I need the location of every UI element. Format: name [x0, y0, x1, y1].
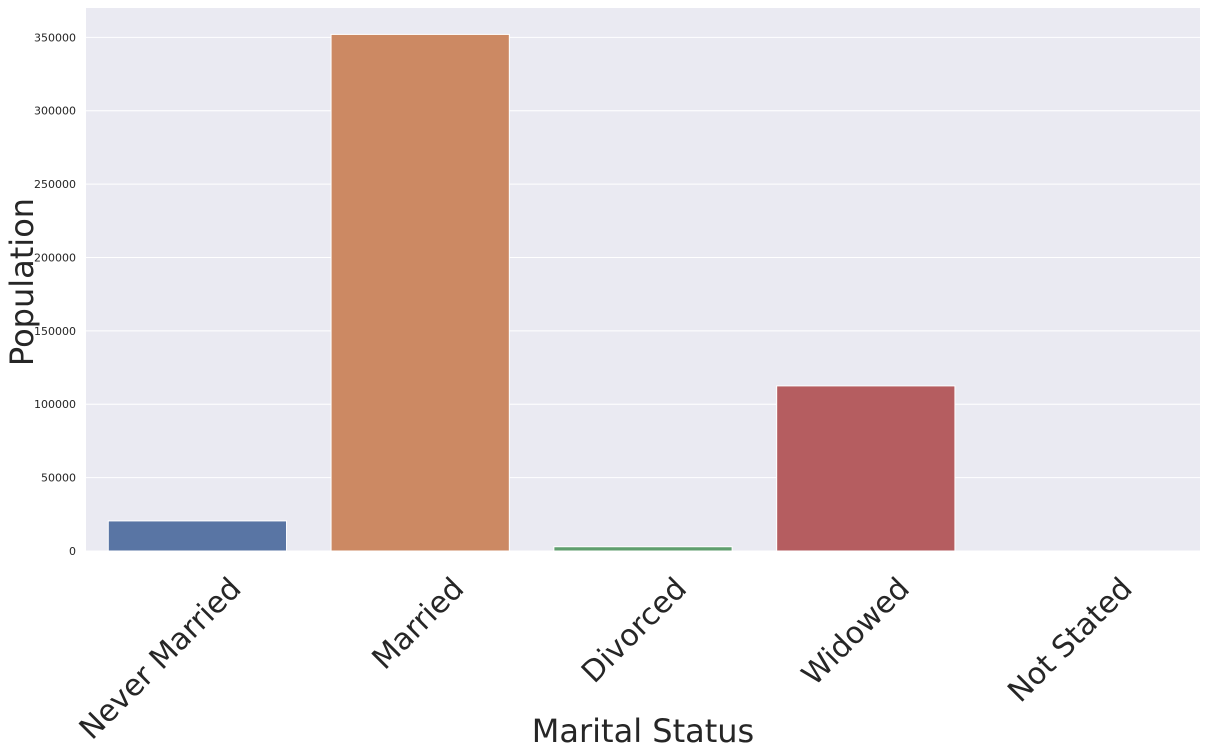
- y-tick-label: 300000: [34, 105, 76, 118]
- bar-divorced: [553, 546, 733, 552]
- plot-area: [86, 8, 1200, 551]
- bar-never-married: [107, 520, 288, 552]
- x-axis-title: Marital Status: [532, 712, 754, 750]
- gridlines: [86, 36, 1200, 552]
- bar-married: [330, 33, 510, 552]
- y-axis-title: Population: [3, 198, 41, 366]
- bars: [107, 33, 956, 552]
- y-tick-label: 100000: [34, 398, 76, 411]
- x-tick-label: Never Married: [73, 571, 249, 747]
- y-tick-label: 200000: [34, 251, 76, 264]
- x-tick-label: Widowed: [795, 571, 916, 692]
- y-tick-label: 350000: [34, 31, 76, 44]
- y-tick-label: 50000: [41, 472, 76, 485]
- y-tick-labels: 0 50000 100000 150000 200000 250000 300000 3500…: [34, 31, 76, 558]
- y-tick-label: 250000: [34, 178, 76, 191]
- x-tick-label: Not Stated: [1001, 571, 1139, 709]
- bar-widowed: [776, 385, 956, 552]
- x-tick-label: Divorced: [575, 571, 694, 690]
- y-tick-label: 0: [69, 545, 76, 558]
- x-tick-label: Married: [366, 571, 472, 677]
- y-tick-label: 150000: [34, 325, 76, 338]
